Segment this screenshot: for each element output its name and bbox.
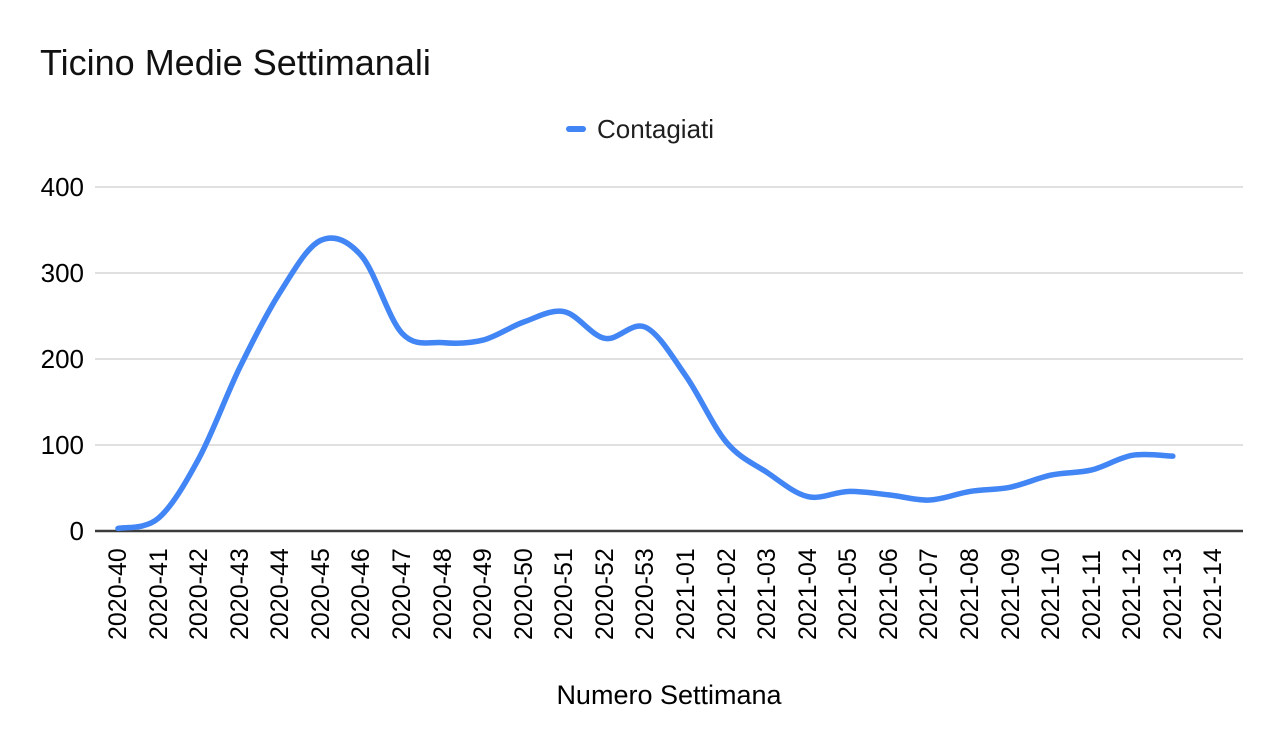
x-tick-label-2021-06: 2021-06 [874,548,903,640]
legend-label: Contagiati [596,113,715,144]
x-tick-label-2020-42: 2020-42 [185,548,214,640]
legend-line-icon [565,126,586,132]
x-tick-label-2020-52: 2020-52 [590,548,619,640]
x-axis-title: Numero Settimana [556,680,782,710]
y-tick-label-400: 400 [40,172,84,202]
x-tick-label-2020-53: 2020-53 [631,548,660,640]
x-tick-label-2021-10: 2021-10 [1037,548,1066,640]
x-tick-label-2020-44: 2020-44 [266,548,295,640]
x-tick-label-2021-07: 2021-07 [915,548,944,640]
y-tick-label-200: 200 [40,344,84,374]
x-tick-label-2020-50: 2020-50 [509,548,538,640]
x-tick-label-2020-46: 2020-46 [347,548,376,640]
x-tick-label-2020-51: 2020-51 [550,548,579,640]
x-tick-label-2020-49: 2020-49 [469,548,498,640]
x-tick-label-2020-43: 2020-43 [225,548,254,640]
x-tick-label-2021-02: 2021-02 [712,548,741,640]
x-tick-label-2021-13: 2021-13 [1158,548,1187,640]
y-tick-label-100: 100 [40,430,84,460]
x-tick-label-2020-45: 2020-45 [306,548,335,640]
x-tick-label-2020-47: 2020-47 [387,548,416,640]
x-tick-label-2021-04: 2021-04 [793,548,822,640]
x-tick-label-2021-11: 2021-11 [1077,550,1106,640]
x-tick-label-2020-40: 2020-40 [104,548,132,640]
x-tick-label-2020-41: 2020-41 [144,548,173,640]
chart-title: Ticino Medie Settimanali [40,42,431,83]
x-tick-label-2021-14: 2021-14 [1199,548,1228,640]
series-line-contagiati [115,235,1176,532]
x-tick-label-2021-09: 2021-09 [996,548,1025,640]
legend: Contagiati [0,112,1280,146]
x-tick-label-2020-48: 2020-48 [428,548,457,640]
x-tick-label-2021-01: 2021-01 [671,548,700,640]
y-tick-label-0: 0 [69,516,84,546]
x-tick-label-2021-12: 2021-12 [1118,548,1147,640]
y-tick-label-300: 300 [40,258,84,288]
x-tick-label-2021-03: 2021-03 [753,548,782,640]
x-tick-label-2021-08: 2021-08 [955,548,984,640]
x-tick-label-2021-05: 2021-05 [834,548,863,640]
